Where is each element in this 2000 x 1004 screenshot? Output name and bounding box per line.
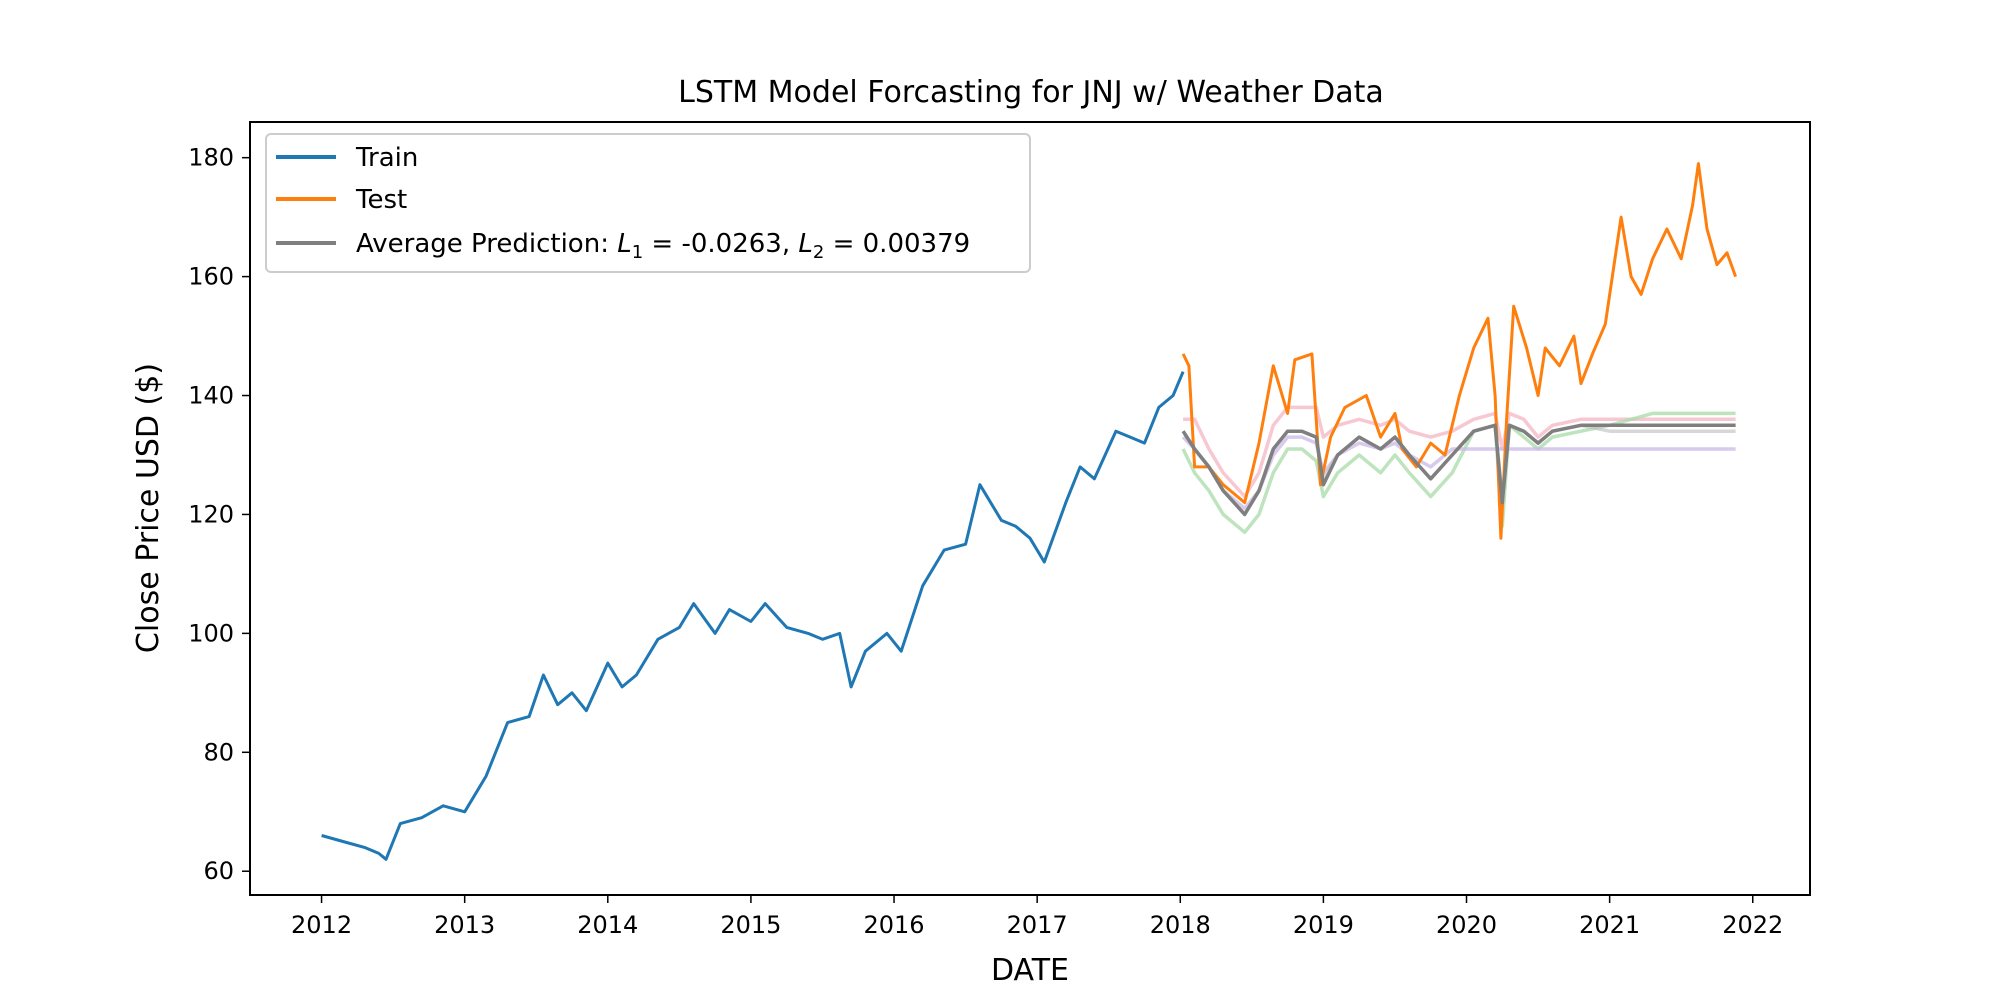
legend-l1-symbol: L: [617, 229, 632, 259]
x-tick-label: 2019: [1293, 911, 1354, 939]
series-line-model-green: [1181, 411, 1736, 535]
x-tick-label: 2015: [720, 911, 781, 939]
x-tick-label: 2014: [577, 911, 638, 939]
series-line-train: [321, 371, 1185, 861]
x-tick-label: 2020: [1436, 911, 1497, 939]
x-tick-label: 2016: [863, 911, 924, 939]
legend-l1-value: = -0.0263,: [643, 229, 798, 259]
y-axis: 60 80 100 120 140 160 180: [188, 144, 250, 885]
x-tick-label: 2018: [1150, 911, 1211, 939]
legend-box: [265, 133, 1031, 273]
legend-label-average: Average Prediction: L1 = -0.0263, L2 = 0…: [356, 229, 970, 263]
legend-avg-prefix: Average Prediction:: [356, 229, 617, 259]
x-axis: 2012 2013 2014 2015 2016 2017 2018 2019 2020 2021…: [291, 895, 1783, 939]
legend-l2-symbol: L: [798, 229, 813, 259]
legend-label-train: Train: [355, 143, 418, 173]
legend: Train Test Average Prediction: L1 = -0.0…: [265, 133, 1031, 273]
legend-l2-value: = 0.00379: [824, 229, 970, 259]
y-tick-label: 80: [203, 738, 234, 766]
x-tick-label: 2012: [291, 911, 352, 939]
plot-area-frame: [249, 121, 1811, 896]
y-axis-label: Close Price USD ($): [131, 363, 166, 653]
y-tick-label: 180: [188, 144, 234, 172]
series-line-average: [1181, 423, 1736, 517]
y-tick-label: 100: [188, 619, 234, 647]
legend-l2-sub: 2: [813, 242, 824, 263]
x-tick-label: 2017: [1007, 911, 1068, 939]
legend-label-test: Test: [355, 185, 407, 215]
chart-title: LSTM Model Forcasting for JNJ w/ Weather…: [678, 75, 1384, 110]
y-tick-label: 60: [203, 857, 234, 885]
series-line-test: [1181, 162, 1738, 540]
y-tick-label: 160: [188, 263, 234, 291]
x-tick-label: 2021: [1579, 911, 1640, 939]
series-line-model-pink: [1183, 405, 1736, 499]
x-tick-label: 2022: [1722, 911, 1783, 939]
y-tick-label: 140: [188, 382, 234, 410]
legend-l1-sub: 1: [632, 242, 643, 263]
x-tick-label: 2013: [434, 911, 495, 939]
x-axis-label: DATE: [991, 953, 1069, 988]
y-tick-label: 120: [188, 500, 234, 528]
